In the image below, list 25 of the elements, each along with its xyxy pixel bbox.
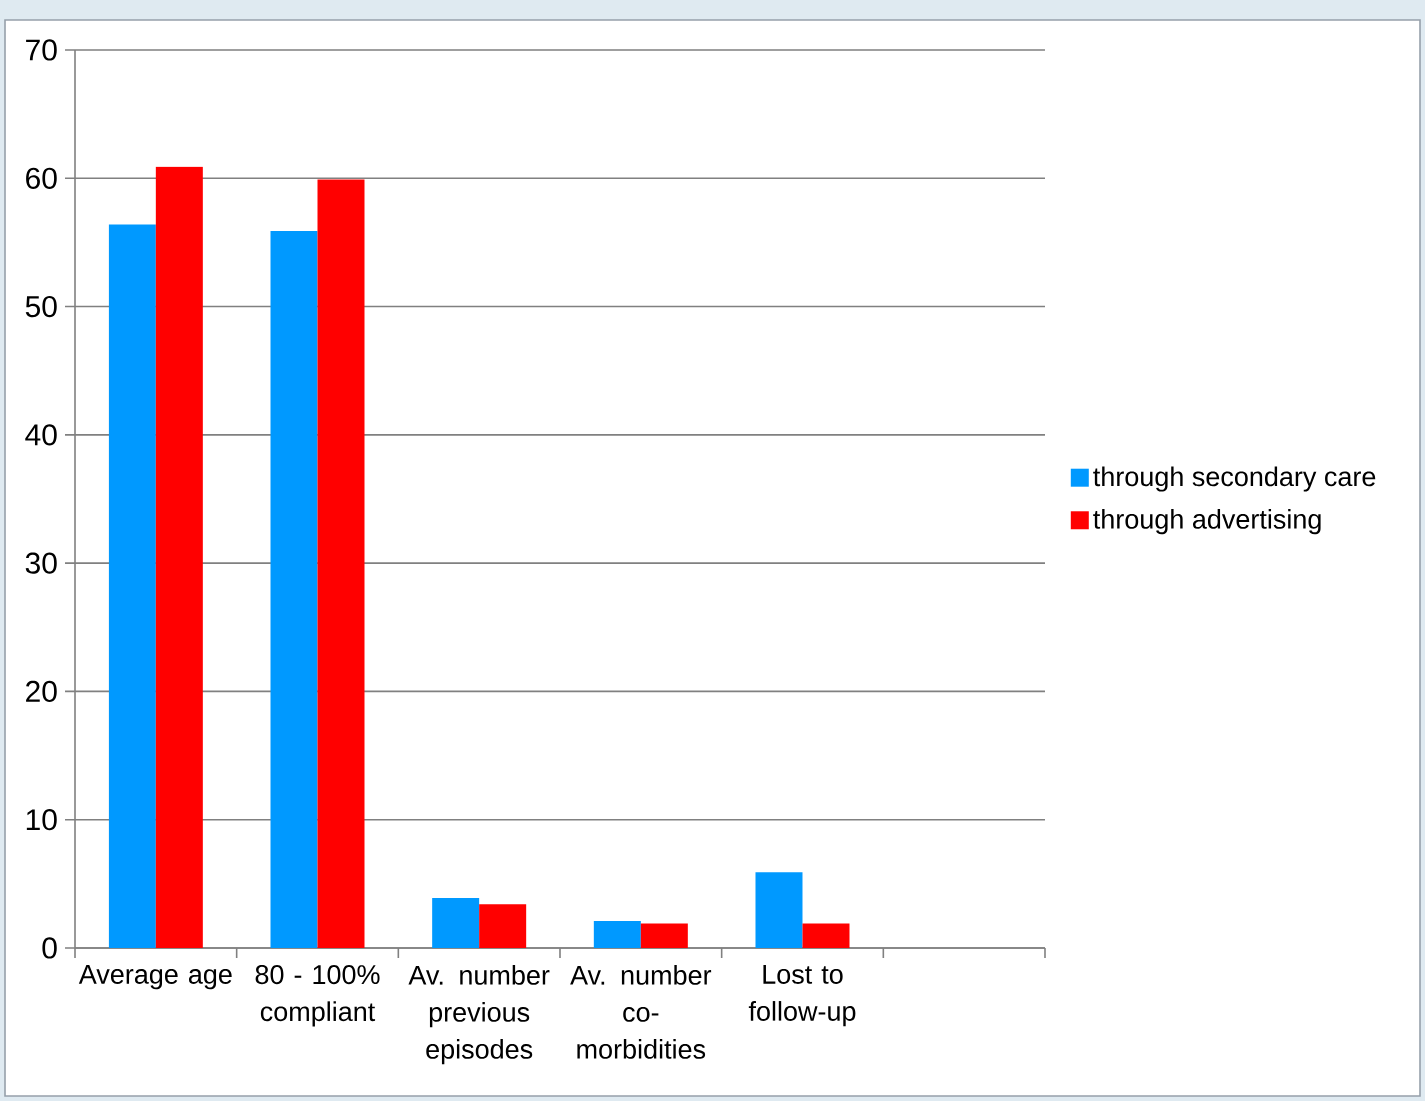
x-tick-label: Av. number co-morbidities xyxy=(570,965,712,1059)
bar xyxy=(802,923,850,948)
bar xyxy=(270,230,318,948)
bar xyxy=(108,224,156,948)
x-tick-label: Av. number previous episodes xyxy=(408,965,550,1065)
x-tick-label: Average age xyxy=(78,965,232,990)
legend-label: through advertising xyxy=(1093,508,1321,535)
bar xyxy=(432,897,480,948)
y-tick-label: 60 xyxy=(26,167,57,189)
legend-label: through secondary care xyxy=(1093,466,1376,492)
y-tick-label: 0 xyxy=(42,937,57,959)
x-tick-label: Lost to follow-up xyxy=(748,965,856,1027)
bar xyxy=(317,179,365,948)
bar xyxy=(479,904,527,948)
bar xyxy=(593,921,641,948)
y-tick-label: 40 xyxy=(25,424,57,446)
y-tick-label: 30 xyxy=(25,552,57,574)
y-tick-label: 20 xyxy=(26,680,57,703)
x-tick-label: 80 - 100% compliant xyxy=(255,965,380,1027)
y-tick-label: 50 xyxy=(25,295,57,318)
bar xyxy=(755,872,803,948)
bar xyxy=(155,166,203,948)
y-tick-label: 70 xyxy=(26,39,57,61)
bar xyxy=(640,923,688,948)
y-tick-label: 10 xyxy=(26,809,57,831)
